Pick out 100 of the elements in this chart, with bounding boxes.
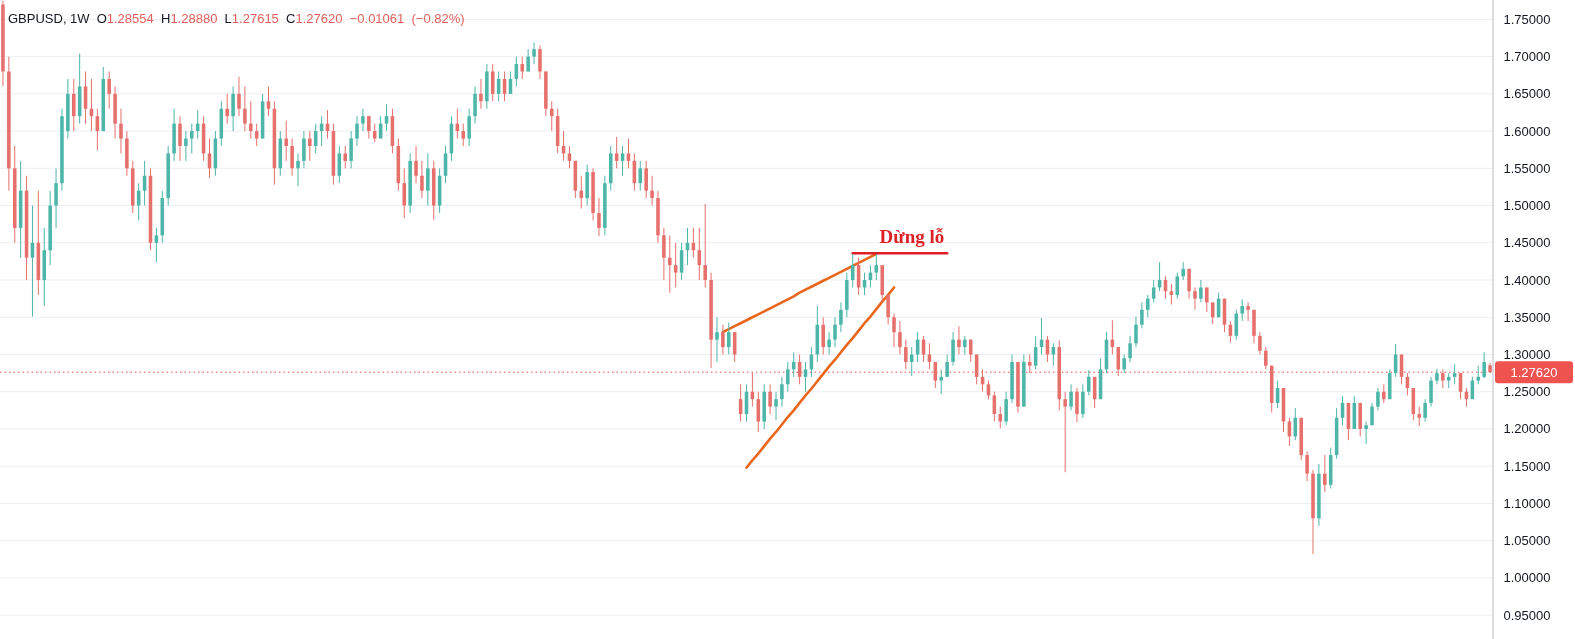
- candlestick: [1146, 294, 1150, 318]
- candlestick: [225, 93, 229, 125]
- candlestick: [1169, 283, 1174, 306]
- candlestick: [107, 71, 111, 110]
- text: O1.28554 H1.28880 L1.27615 C1.27620 −0.01061 (−0.82%): [96, 11, 465, 26]
- candlestick: [1199, 279, 1203, 303]
- y-tick-label: 1.15000: [1503, 458, 1551, 474]
- candlestick: [1364, 421, 1368, 445]
- candlestick: [1305, 450, 1309, 482]
- candlestick: [119, 108, 123, 154]
- candlestick: [479, 78, 483, 110]
- candlestick: [668, 234, 672, 294]
- candlestick: [154, 227, 159, 263]
- y-tick-label: 1.40000: [1503, 272, 1551, 288]
- candlestick: [727, 321, 731, 355]
- candlestick: [1004, 391, 1008, 426]
- y-tick-label: 1.10000: [1503, 495, 1551, 511]
- candlestick: [786, 361, 790, 393]
- y-tick-label: 1.05000: [1503, 533, 1551, 549]
- candlestick: [402, 167, 406, 219]
- candlestick: [355, 115, 359, 147]
- candlestick: [898, 320, 902, 355]
- candlestick: [1323, 454, 1327, 493]
- candlestick: [721, 324, 725, 355]
- candlestick: [538, 44, 542, 80]
- candlestick: [715, 316, 719, 363]
- candlestick: [673, 242, 678, 288]
- candlestick: [1452, 363, 1457, 385]
- candlestick: [957, 325, 961, 355]
- candlestick: [367, 115, 371, 140]
- candlestick: [1382, 383, 1386, 404]
- candlestick: [1246, 301, 1250, 322]
- candlestick: [349, 130, 353, 169]
- candlestick: [963, 335, 967, 355]
- candlestick: [520, 56, 525, 80]
- candlestick: [774, 391, 778, 421]
- candlestick: [1051, 342, 1056, 367]
- candlestick: [254, 123, 259, 147]
- candlestick: [190, 123, 194, 154]
- text: GBPUSD, 1W: [8, 11, 91, 26]
- candlestick: [1205, 286, 1209, 313]
- candlestick: [703, 203, 707, 288]
- candlestick: [414, 145, 418, 184]
- candlestick: [237, 76, 241, 117]
- candlestick: [1069, 383, 1073, 411]
- candlestick: [302, 130, 306, 169]
- candlestick: [662, 227, 666, 281]
- candlestick: [951, 331, 955, 367]
- series-label: Dừng lỗ: [879, 226, 945, 248]
- y-tick-label: 1.75000: [1503, 11, 1551, 27]
- candlestick: [821, 316, 825, 355]
- y-tick-label: 1.20000: [1503, 421, 1551, 437]
- candlestick: [372, 123, 377, 143]
- candlestick: [1417, 406, 1421, 427]
- candlestick: [384, 103, 389, 132]
- candlestick: [1128, 335, 1132, 363]
- candlestick: [420, 160, 424, 199]
- y-tick-label: 1.60000: [1503, 123, 1551, 139]
- candlestick: [1476, 365, 1481, 385]
- candlestick: [579, 175, 584, 210]
- candlestick: [1258, 331, 1262, 355]
- candlestick: [650, 175, 654, 207]
- candlestick: [567, 145, 572, 169]
- candlestick: [343, 145, 347, 169]
- candlestick: [909, 346, 914, 377]
- candlestick: [549, 100, 554, 132]
- candlestick: [1151, 279, 1156, 303]
- candlestick: [1027, 354, 1032, 374]
- candlestick: [308, 130, 312, 162]
- candlestick: [1423, 398, 1427, 423]
- candlestick: [626, 138, 631, 169]
- candlestick: [1087, 369, 1091, 396]
- candlestick: [644, 160, 648, 199]
- candlestick: [1187, 268, 1191, 300]
- candlestick: [597, 197, 601, 237]
- y-tick-label: 1.45000: [1503, 235, 1551, 251]
- y-tick-label: 1.50000: [1503, 198, 1551, 214]
- y-tick-label: 1.30000: [1503, 347, 1551, 362]
- candlestick: [184, 130, 188, 162]
- candlestick: [886, 294, 890, 326]
- candlestick: [827, 331, 831, 355]
- candlestick: [1134, 316, 1138, 348]
- candlestick: [614, 136, 619, 169]
- y-tick-label: 0.95000: [1503, 607, 1551, 623]
- candlestick: [284, 120, 288, 162]
- candlestick: [296, 152, 300, 187]
- candlestick: [1075, 387, 1079, 423]
- candlestick: [532, 41, 536, 65]
- candlestick: [1376, 387, 1380, 411]
- candlestick: [833, 316, 837, 348]
- y-tick-label: 1.25000: [1503, 384, 1551, 400]
- candlestick: [178, 115, 182, 162]
- candlestick: [939, 368, 944, 395]
- candlestick: [426, 152, 430, 207]
- y-tick-label: 1.65000: [1503, 86, 1551, 102]
- candlestick: [620, 145, 625, 177]
- candlestick: [1482, 351, 1486, 379]
- candlestick: [1063, 391, 1067, 473]
- candlestick: [290, 138, 294, 177]
- y-tick-label: 1.00000: [1503, 570, 1551, 586]
